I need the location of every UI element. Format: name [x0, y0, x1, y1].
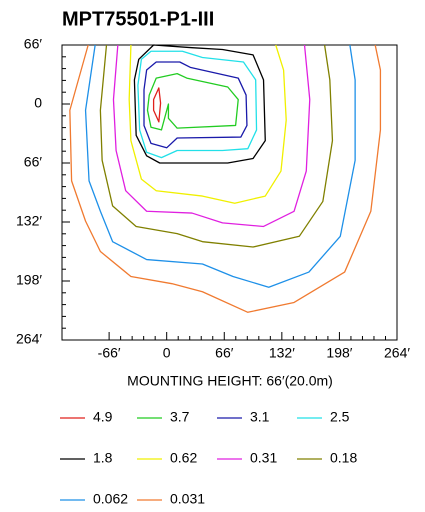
x-tick-label: 264′ — [384, 345, 410, 361]
y-tick-label: 66′ — [24, 36, 43, 52]
contour-line — [152, 87, 162, 123]
legend-label: 0.62 — [170, 450, 197, 466]
x-axis-label: MOUNTING HEIGHT: 66′(20.0m) — [127, 373, 333, 389]
x-tick-label: 132′ — [269, 345, 295, 361]
contour-line — [133, 44, 266, 164]
y-tick-label: 198′ — [16, 272, 42, 288]
legend-label: 2.5 — [330, 409, 350, 425]
legend-label: 4.9 — [93, 409, 113, 425]
contour-line — [143, 61, 248, 149]
y-tick-label: 0 — [34, 95, 42, 111]
contour-line — [84, 44, 356, 288]
legend-label: 0.031 — [170, 491, 205, 507]
chart-title: MPT75501-P1-III — [62, 8, 214, 30]
y-tick-label: 66′ — [24, 154, 43, 170]
y-tick-label: 132′ — [16, 213, 42, 229]
x-tick-label: 66′ — [215, 345, 234, 361]
legend-label: 0.31 — [250, 450, 277, 466]
contour-line — [99, 44, 334, 248]
contour-line — [137, 50, 258, 159]
legend-label: 0.18 — [330, 450, 357, 466]
y-tick-label: 264′ — [16, 331, 42, 347]
x-tick-label: 0 — [163, 345, 171, 361]
contour-line — [128, 44, 287, 204]
x-tick-label: -66′ — [98, 345, 121, 361]
plot-frame — [61, 44, 398, 341]
legend-label: 3.1 — [250, 409, 270, 425]
legend-label: 1.8 — [93, 450, 113, 466]
contour-line — [146, 72, 239, 131]
legend-label: 3.7 — [170, 409, 190, 425]
contour-line — [69, 44, 382, 313]
x-tick-label: 198′ — [326, 345, 352, 361]
legend-label: 0.062 — [93, 491, 128, 507]
contour-line — [112, 44, 311, 228]
